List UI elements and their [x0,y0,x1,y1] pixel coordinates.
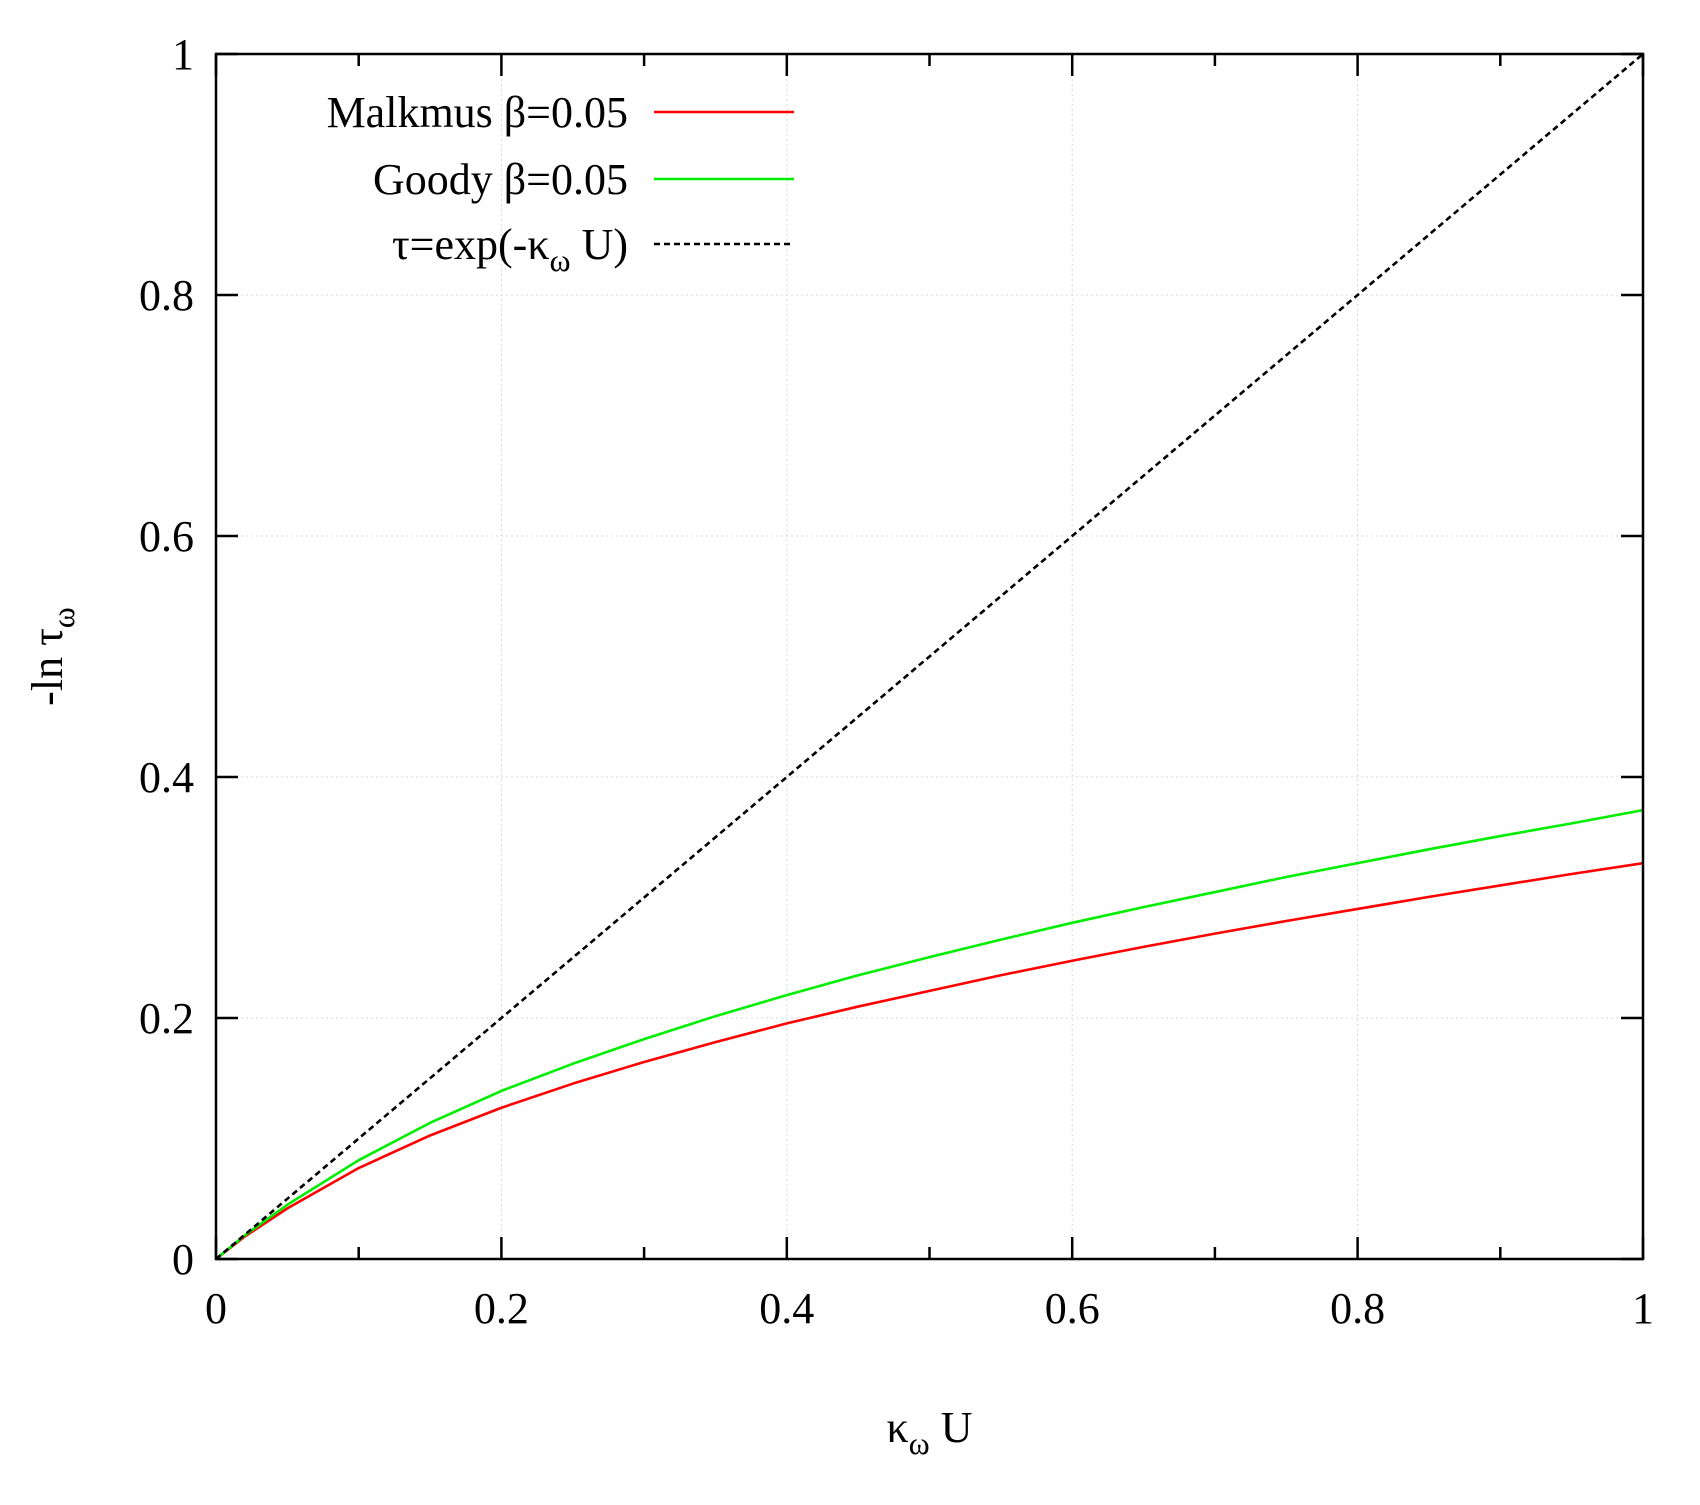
y-axis-title-sub: ω [45,607,81,628]
series-lines [215,53,1644,1261]
y-tick-label: 1 [172,30,194,79]
y-tick-label: 0 [172,1235,194,1284]
legend-label-main: Goody β=0.05 [373,155,628,204]
x-tick-label: 0.2 [474,1284,529,1333]
legend-label-2: τ=exp(-κω U) [392,220,628,278]
legend-label-sub: ω [550,242,571,278]
y-tick-labels: 0 0.2 0.4 0.6 0.8 1 [139,30,194,1284]
x-tick-labels: 0 0.2 0.4 0.6 0.8 1 [205,1284,1654,1333]
legend-label-main: τ=exp(-κ [392,220,550,269]
series-line-0 [215,861,1644,1261]
x-axis-title-rest: U [930,1403,973,1452]
y-axis-title: -ln τω [23,607,81,706]
x-tick-label: 0.4 [759,1284,814,1333]
x-tick-label: 0.8 [1330,1284,1385,1333]
legend-label-main: Malkmus β=0.05 [327,88,628,137]
y-tick-label: 0.4 [139,753,194,802]
y-tick-label: 0.8 [139,271,194,320]
x-axis-title-main: κ [886,1403,908,1452]
series-line-2 [215,53,1644,1260]
y-tick-label: 0.2 [139,994,194,1043]
x-axis-title: κω U [886,1403,972,1461]
series-line-1 [215,808,1644,1261]
legend-label-1: Goody β=0.05 [373,155,628,204]
y-tick-label: 0.6 [139,512,194,561]
x-tick-label: 0 [205,1284,227,1333]
gridlines [216,54,1643,1259]
x-tick-label: 1 [1632,1284,1654,1333]
x-axis-title-sub: ω [909,1425,930,1461]
axis-ticks [214,52,1645,1261]
legend: Malkmus β=0.05 Goody β=0.05 τ=exp(-κω U) [327,88,794,278]
legend-label-0: Malkmus β=0.05 [327,88,628,137]
legend-label-rest: U) [571,220,628,269]
y-axis-title-main: -ln τ [23,628,72,706]
x-tick-label: 0.6 [1045,1284,1100,1333]
